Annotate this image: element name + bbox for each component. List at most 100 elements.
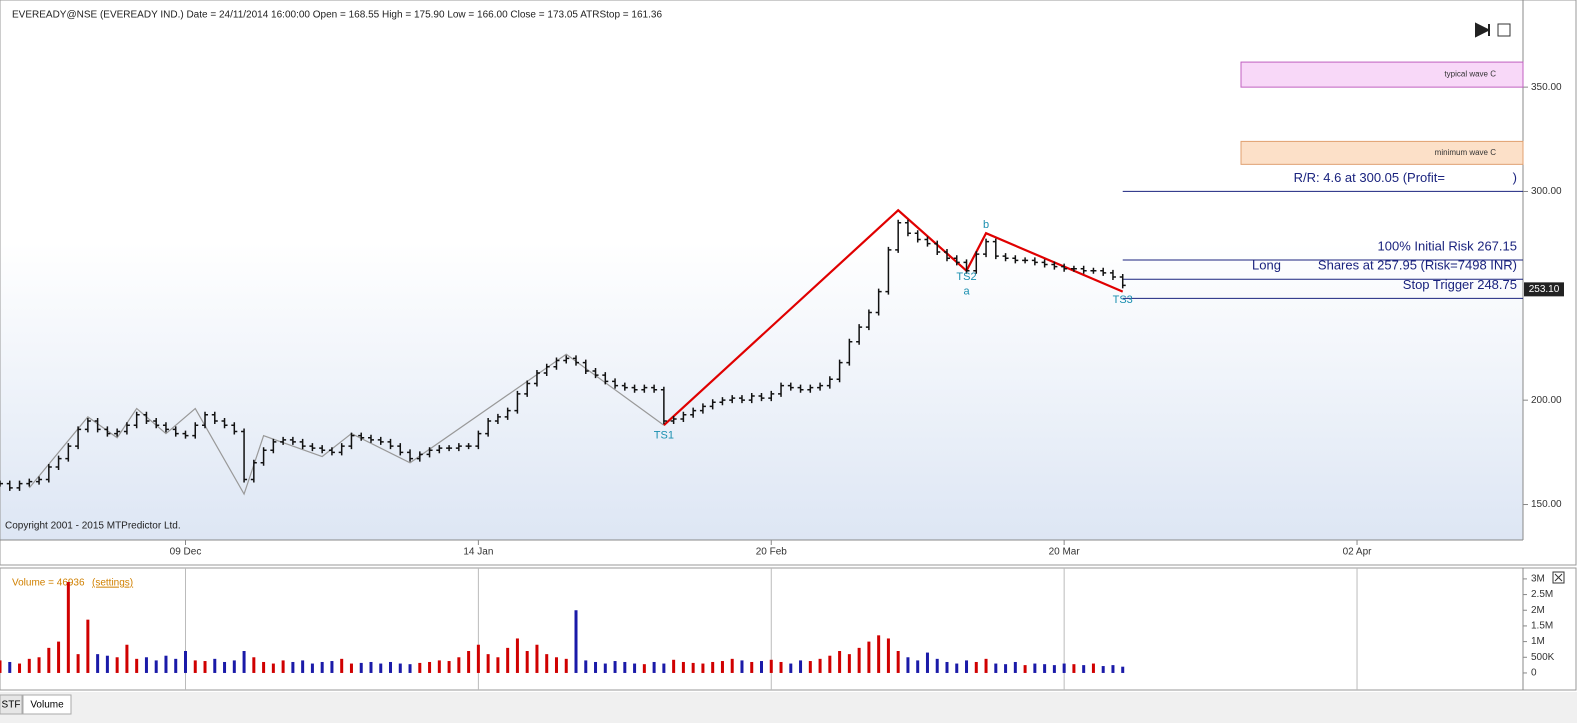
y-tick-label: 350.00: [1531, 82, 1562, 93]
header: EVEREADY@NSE (EVEREADY IND.) Date = 24/1…: [12, 10, 662, 21]
volume-bar: [164, 655, 168, 673]
volume-bar: [994, 663, 998, 673]
price-bar: [992, 238, 999, 260]
swing-marker: TS2: [956, 271, 976, 283]
volume-bar: [301, 660, 305, 673]
price-bar: [612, 378, 619, 389]
price-bar: [602, 372, 609, 385]
volume-bar: [847, 654, 851, 673]
x-tick-label: 09 Dec: [170, 547, 202, 558]
volume-bar: [47, 647, 51, 673]
price-bar: [446, 445, 453, 452]
price-bar: [875, 288, 882, 316]
close-icon: [1554, 573, 1563, 582]
price-bar: [553, 357, 560, 370]
price-bar: [221, 418, 228, 429]
volume-bar: [769, 659, 773, 673]
volume-bar: [330, 661, 334, 673]
y-tick-label: 2M: [1531, 605, 1545, 616]
price-bar: [631, 384, 638, 393]
y-tick-label: 150.00: [1531, 499, 1562, 510]
price-bar: [856, 324, 863, 345]
volume-bar: [681, 661, 685, 673]
price-bar: [36, 476, 43, 485]
price-bar: [709, 399, 716, 410]
volume-bar: [1052, 665, 1056, 673]
volume-bar: [476, 644, 480, 673]
price-bar: [1022, 257, 1029, 264]
volume-bar: [515, 638, 519, 673]
volume-bar: [1033, 663, 1037, 673]
volume-bar: [594, 661, 598, 673]
price-bar: [934, 240, 941, 255]
volume-bar: [916, 660, 920, 673]
price-bar: [1061, 263, 1068, 272]
volume-bar: [750, 661, 754, 673]
tab-volume[interactable]: [22, 694, 72, 715]
volume-bar: [37, 657, 41, 673]
price-bar: [797, 384, 804, 393]
price-bar: [778, 382, 785, 397]
price-bar: [904, 219, 911, 237]
tab-label: STF: [2, 700, 21, 711]
price-bar: [358, 432, 365, 441]
volume-bar: [86, 619, 90, 673]
volume-label: Volume = 46936: [12, 578, 85, 589]
volume-bar: [496, 657, 500, 673]
volume-bar: [213, 658, 217, 673]
volume-bar: [281, 660, 285, 673]
price-bar: [260, 447, 267, 466]
last-price-label: 253.10: [1529, 284, 1560, 295]
volume-bar: [76, 654, 80, 673]
volume-bar: [789, 663, 793, 673]
volume-bar: [18, 663, 22, 673]
volume-bar: [535, 644, 539, 673]
price-bar: [865, 309, 872, 331]
price-bar: [45, 463, 52, 483]
reset-icon[interactable]: [1497, 23, 1511, 37]
volume-bar: [389, 661, 393, 673]
price-bar: [16, 480, 23, 491]
swing-marker: TS3: [1113, 294, 1133, 306]
volume-bar: [896, 651, 900, 673]
price-bar: [807, 384, 814, 393]
price-bar: [1031, 257, 1038, 266]
volume-bar: [262, 661, 266, 673]
price-bar: [582, 359, 589, 374]
price-bar: [397, 443, 404, 456]
volume-bar: [730, 658, 734, 673]
price-bar: [289, 436, 296, 445]
volume-bar: [584, 660, 588, 673]
volume-bar: [974, 661, 978, 673]
price-bar: [426, 447, 433, 458]
price-bar: [202, 411, 209, 429]
price-bar: [192, 422, 199, 439]
price-bar: [328, 447, 335, 456]
level-label-start: Long: [1252, 258, 1281, 273]
zone-label: typical wave C: [1444, 70, 1496, 79]
play-icon[interactable]: [1475, 22, 1491, 38]
tab-stf[interactable]: [0, 694, 23, 715]
settings-link[interactable]: (settings): [92, 578, 133, 589]
volume-bar: [740, 660, 744, 673]
price-bar: [250, 459, 257, 483]
y-tick-label: 300.00: [1531, 186, 1562, 197]
volume-bar: [906, 657, 910, 673]
volume-bar: [1091, 663, 1095, 673]
price-bar: [416, 451, 423, 462]
price-bar: [455, 443, 462, 452]
price-bar: [494, 413, 501, 425]
volume-bar: [349, 663, 353, 673]
price-bar: [641, 384, 648, 393]
price-bar: [1080, 265, 1087, 274]
price-bar: [367, 434, 374, 443]
volume-bar: [223, 661, 227, 673]
wave-zone: [1240, 61, 1524, 88]
volume-bar: [1013, 661, 1017, 673]
tab-bar: [0, 692, 1577, 723]
price-bar: [563, 355, 570, 364]
volume-bar: [691, 662, 695, 673]
volume-bar: [642, 664, 646, 673]
price-bar: [143, 411, 150, 425]
